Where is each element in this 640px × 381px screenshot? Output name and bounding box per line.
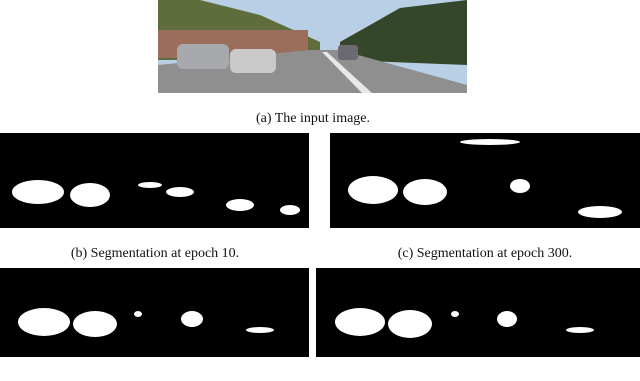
- caption: (c) Segmentation at epoch 300.: [398, 246, 573, 261]
- input-image: [158, 0, 467, 93]
- segmentation-image: [0, 133, 309, 228]
- segmentation-image: [330, 133, 640, 228]
- caption: (b) Segmentation at epoch 10.: [71, 246, 239, 261]
- segmentation-image: [0, 268, 309, 357]
- caption: (a) The input image.: [256, 111, 370, 126]
- segmentation-image: [316, 268, 640, 357]
